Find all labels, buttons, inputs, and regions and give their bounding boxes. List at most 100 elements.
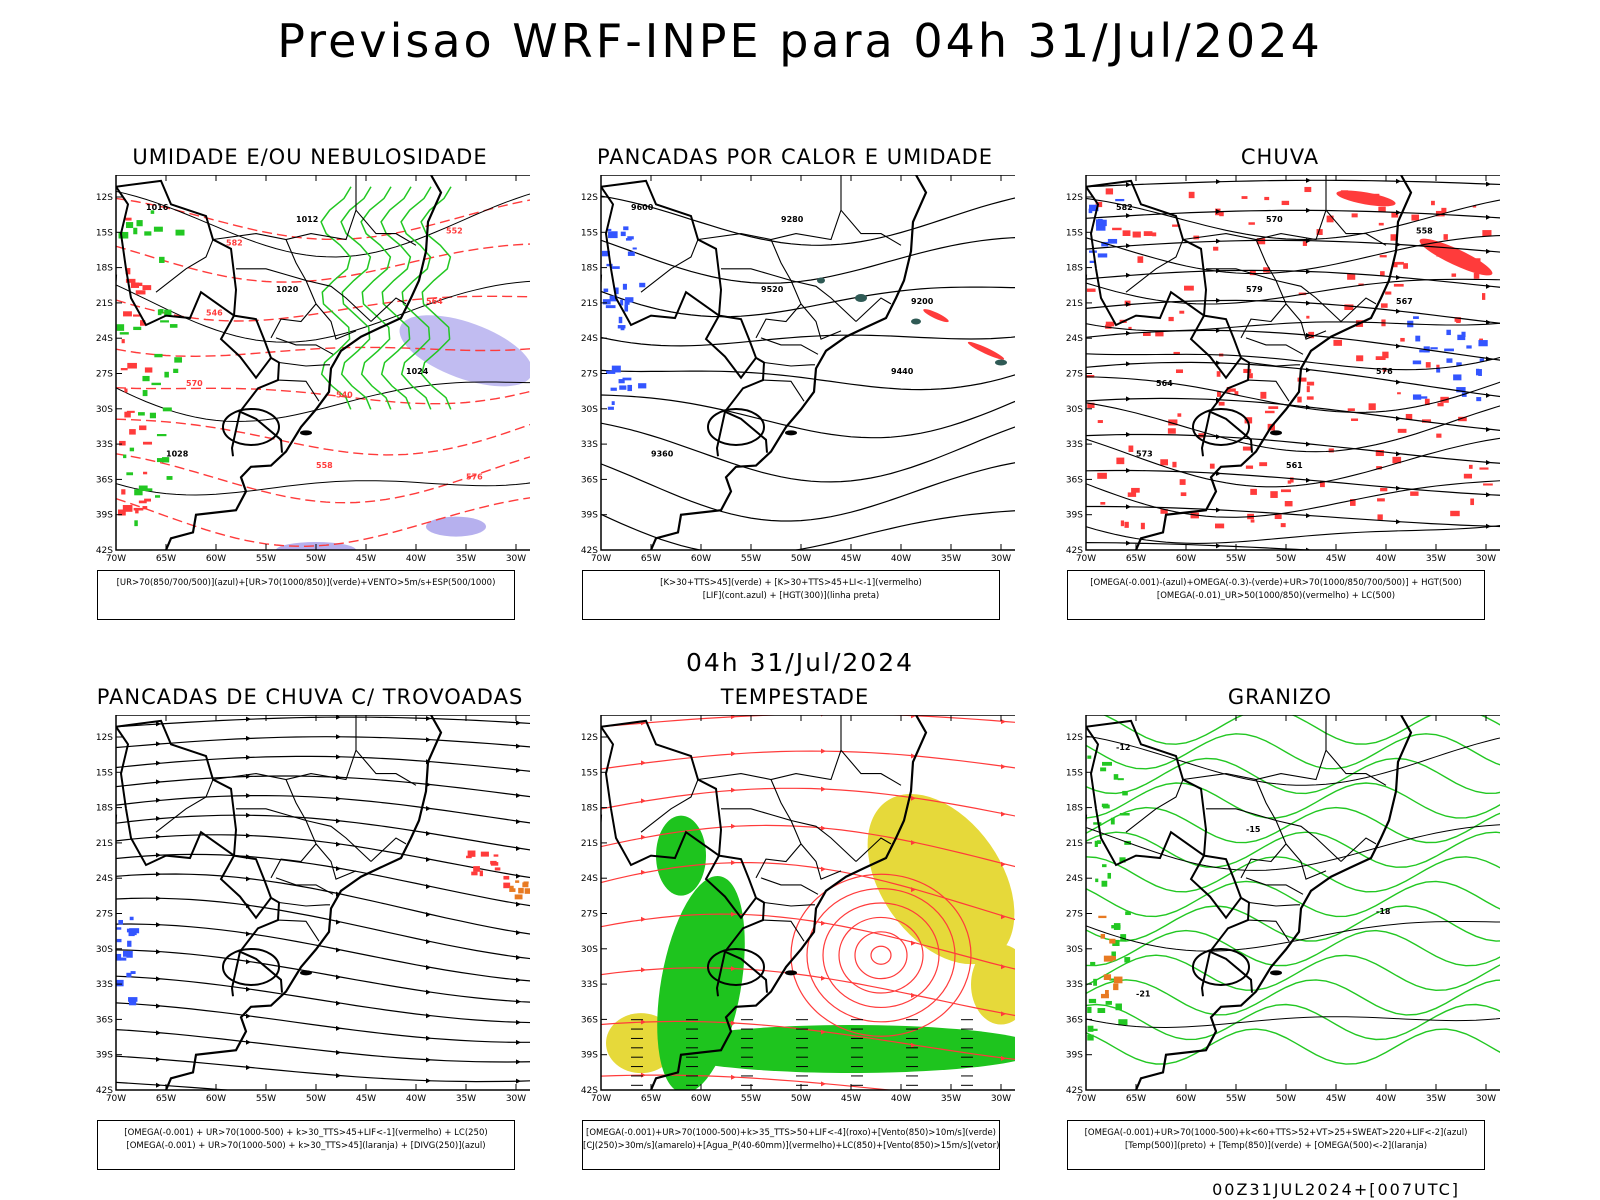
streamline-arrow — [641, 869, 646, 875]
rain-area — [1179, 479, 1186, 485]
streamline — [116, 1029, 530, 1063]
lon-tick-label: 40W — [891, 554, 911, 564]
streamline-arrow — [1126, 182, 1131, 188]
streamline-arrow — [246, 833, 251, 839]
map-content: 582 579 576 573 570 567 564 561 558 — [1086, 175, 1500, 550]
streamline-arrow — [1486, 181, 1491, 187]
streamline-arrow — [1486, 283, 1491, 289]
lif-patch — [610, 387, 617, 391]
lat-tick-label: 18S — [581, 804, 598, 814]
lon-tick-label: 65W — [156, 554, 176, 564]
contour-label: 567 — [1396, 297, 1413, 306]
humidity-patch — [149, 412, 156, 419]
state-border — [697, 175, 842, 241]
storm-area — [493, 854, 499, 857]
country-border — [601, 726, 615, 809]
state-border — [1275, 279, 1342, 322]
lon-tick-label: 40W — [891, 1094, 911, 1104]
rain-area — [1127, 492, 1137, 497]
lagoon — [300, 430, 312, 436]
streamline-arrow — [821, 975, 826, 981]
streamline-arrow — [1396, 178, 1401, 184]
legend-line: [OMEGA(-0.001) + UR>70(1000-500) + k>30_… — [124, 1128, 488, 1138]
storm-area — [509, 885, 514, 889]
humidity-patch — [125, 268, 131, 275]
streamline — [116, 834, 530, 879]
rain-area — [1172, 461, 1177, 468]
streamline-arrow — [516, 1019, 521, 1025]
country-border — [704, 855, 757, 920]
lif-patch — [624, 304, 629, 312]
country-border — [116, 719, 283, 993]
rain-area — [1306, 381, 1315, 386]
contour-label: 564 — [1156, 379, 1173, 388]
temperature-contour — [1086, 733, 1500, 770]
state-border — [236, 808, 317, 879]
rain-area — [1344, 304, 1354, 311]
rain-area — [1397, 392, 1401, 395]
contour-label: 570 — [1266, 215, 1283, 224]
humidity-patch — [166, 476, 173, 480]
streamline — [1086, 329, 1500, 361]
humidity-contour — [420, 186, 452, 410]
humidity-contour — [380, 186, 412, 410]
lif-patch — [611, 266, 620, 269]
rain-area — [1466, 345, 1472, 349]
panel-title: PANCADAS POR CALOR E UMIDADE — [596, 145, 994, 169]
rain-area — [1268, 406, 1279, 409]
lat-tick-label: 12S — [1066, 193, 1083, 203]
streamline-arrow — [911, 1042, 916, 1048]
rain-area — [1112, 227, 1122, 231]
streamline-arrow — [1486, 392, 1491, 398]
rain-area — [1184, 285, 1194, 291]
rain-area — [1443, 234, 1448, 240]
rain-area — [1456, 387, 1466, 393]
streamline-arrow — [1126, 396, 1131, 402]
streamline-arrow — [426, 1013, 431, 1019]
lif-patch — [620, 327, 625, 331]
lat-tick-label: 24S — [1066, 334, 1083, 344]
streamline-arrow — [246, 812, 251, 818]
streamline — [116, 873, 530, 935]
streamline — [601, 967, 1015, 1017]
divergence-area — [127, 940, 132, 947]
lagoon — [1270, 430, 1282, 436]
map-granizo: -12 -15 -18 -21 12S 15S 18S 21S 24S 27S 30S 33S 36S 3… — [1066, 715, 1500, 1104]
panel-umidade: UMIDADE E/OU NEBULOSIDADE 1016 1020 1024 10… — [90, 145, 530, 625]
streamline — [1086, 505, 1500, 528]
map-content: 9600 9520 9440 9360 9280 9200 — [601, 175, 1015, 550]
rain-area — [1377, 498, 1385, 502]
state-border — [1206, 808, 1287, 879]
streamline — [1086, 433, 1500, 464]
lif-patch — [607, 228, 612, 231]
streamline-arrow — [1216, 209, 1221, 215]
lon-tick-label: 45W — [1326, 1094, 1346, 1104]
temperature-contour — [1093, 978, 1098, 986]
rain-area — [1396, 261, 1404, 265]
rain-area — [1100, 502, 1106, 505]
streamline-arrow — [1126, 213, 1131, 219]
humidity-patch — [164, 309, 172, 316]
streamline-arrow — [516, 819, 521, 825]
contour-line — [116, 243, 530, 283]
rain-area — [1326, 215, 1334, 223]
map-content: -12 -15 -18 -21 — [1086, 715, 1500, 1090]
wind-area — [656, 815, 706, 896]
divergence-area — [116, 927, 122, 930]
humidity-patch — [144, 231, 152, 236]
humidity-patch — [133, 326, 142, 331]
temperature-contour — [1086, 831, 1500, 868]
humidity-patch — [143, 471, 148, 475]
streamline-arrow — [246, 1039, 251, 1045]
lon-tick-label: 30W — [1476, 1094, 1496, 1104]
streamline-arrow — [516, 792, 521, 798]
rain-area — [1128, 326, 1132, 330]
rain-area — [1456, 362, 1462, 366]
humidity-patch — [138, 412, 145, 416]
lon-tick-label: 30W — [991, 554, 1011, 564]
rain-area — [1479, 467, 1489, 470]
contour-line — [601, 334, 1015, 347]
lon-tick-label: 65W — [1126, 554, 1146, 564]
streamline-arrow — [516, 901, 521, 907]
humidity-patch — [126, 410, 135, 413]
